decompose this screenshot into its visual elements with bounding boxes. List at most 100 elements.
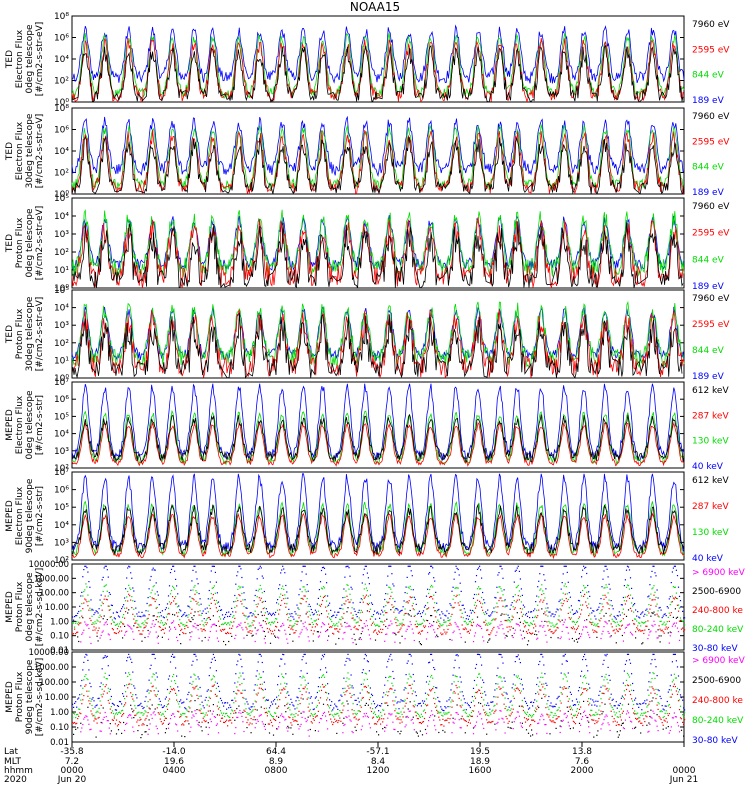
data-point <box>129 595 131 597</box>
data-point <box>348 658 350 660</box>
data-point <box>126 596 128 598</box>
data-point <box>305 691 307 693</box>
series-240-800-ke <box>72 683 686 727</box>
data-point <box>362 595 364 597</box>
data-point <box>486 713 488 715</box>
data-point <box>92 609 94 611</box>
data-point <box>279 665 281 667</box>
data-point <box>96 619 98 621</box>
data-point <box>431 710 433 712</box>
data-point <box>94 629 96 631</box>
data-point <box>265 711 267 713</box>
data-point <box>246 618 248 620</box>
data-point <box>566 571 568 573</box>
data-point <box>186 614 188 616</box>
data-point <box>640 703 642 705</box>
data-point <box>543 719 545 721</box>
data-point <box>134 622 136 624</box>
data-point <box>112 621 114 623</box>
data-point <box>227 631 229 633</box>
data-point <box>562 719 564 721</box>
data-point <box>82 687 84 689</box>
data-point <box>391 682 393 684</box>
data-point <box>567 710 569 712</box>
y-axis-label: [#/cm2-s-str-eV] <box>35 114 45 189</box>
data-point <box>605 596 607 598</box>
data-point <box>187 626 189 628</box>
data-point <box>668 598 670 600</box>
data-point <box>87 605 89 607</box>
data-point <box>374 723 377 725</box>
data-point <box>278 675 280 677</box>
data-point <box>673 598 675 600</box>
data-point <box>292 717 294 719</box>
data-point <box>240 568 242 570</box>
data-point <box>428 626 430 628</box>
data-point <box>75 615 77 617</box>
data-point <box>318 604 320 606</box>
data-point <box>588 704 590 706</box>
data-point <box>275 703 277 705</box>
data-point <box>581 718 583 720</box>
data-point <box>367 629 369 631</box>
data-point <box>152 653 154 655</box>
data-point <box>271 703 274 705</box>
data-point <box>609 679 611 681</box>
data-point <box>413 596 415 598</box>
data-point <box>583 595 585 597</box>
data-point <box>628 597 631 599</box>
data-point <box>122 623 124 625</box>
data-point <box>231 722 233 724</box>
legend-entry: 612 keV <box>692 386 729 396</box>
data-point <box>283 624 285 626</box>
data-point <box>217 708 220 710</box>
data-point <box>203 716 205 718</box>
data-point <box>482 723 484 725</box>
data-point <box>365 620 367 622</box>
data-point <box>395 715 397 717</box>
data-point <box>82 576 84 578</box>
data-point <box>456 676 458 678</box>
x-tick-label: 2000 <box>571 766 594 776</box>
data-point <box>198 695 200 697</box>
data-point <box>530 622 532 624</box>
data-point <box>499 688 501 690</box>
data-point <box>517 584 519 587</box>
data-point <box>291 627 293 629</box>
data-point <box>126 607 128 609</box>
data-point <box>289 624 291 626</box>
data-point <box>461 704 463 706</box>
data-point <box>85 583 87 585</box>
data-point <box>643 702 645 704</box>
data-point <box>553 616 555 618</box>
data-point <box>475 625 478 627</box>
data-point <box>81 615 83 617</box>
data-point <box>385 694 387 696</box>
data-point <box>627 594 630 597</box>
data-point <box>258 567 260 569</box>
data-point <box>175 667 177 669</box>
data-point <box>247 623 249 625</box>
data-point <box>96 632 98 634</box>
data-point <box>540 625 542 627</box>
data-point <box>415 711 417 713</box>
data-point <box>549 714 551 716</box>
data-point <box>129 656 131 658</box>
data-point <box>304 679 306 681</box>
data-point <box>214 624 216 626</box>
data-point <box>605 584 607 586</box>
data-point <box>290 698 292 700</box>
data-point <box>91 615 93 617</box>
data-point <box>327 639 329 641</box>
x-tick-label: 8.9 <box>269 757 284 767</box>
data-point <box>422 625 425 627</box>
data-point <box>376 632 378 634</box>
data-point <box>216 723 218 725</box>
data-point <box>395 708 397 710</box>
data-point <box>238 677 240 679</box>
data-point <box>556 623 558 625</box>
data-point <box>563 600 565 602</box>
data-point <box>244 599 246 601</box>
data-point <box>504 606 506 608</box>
